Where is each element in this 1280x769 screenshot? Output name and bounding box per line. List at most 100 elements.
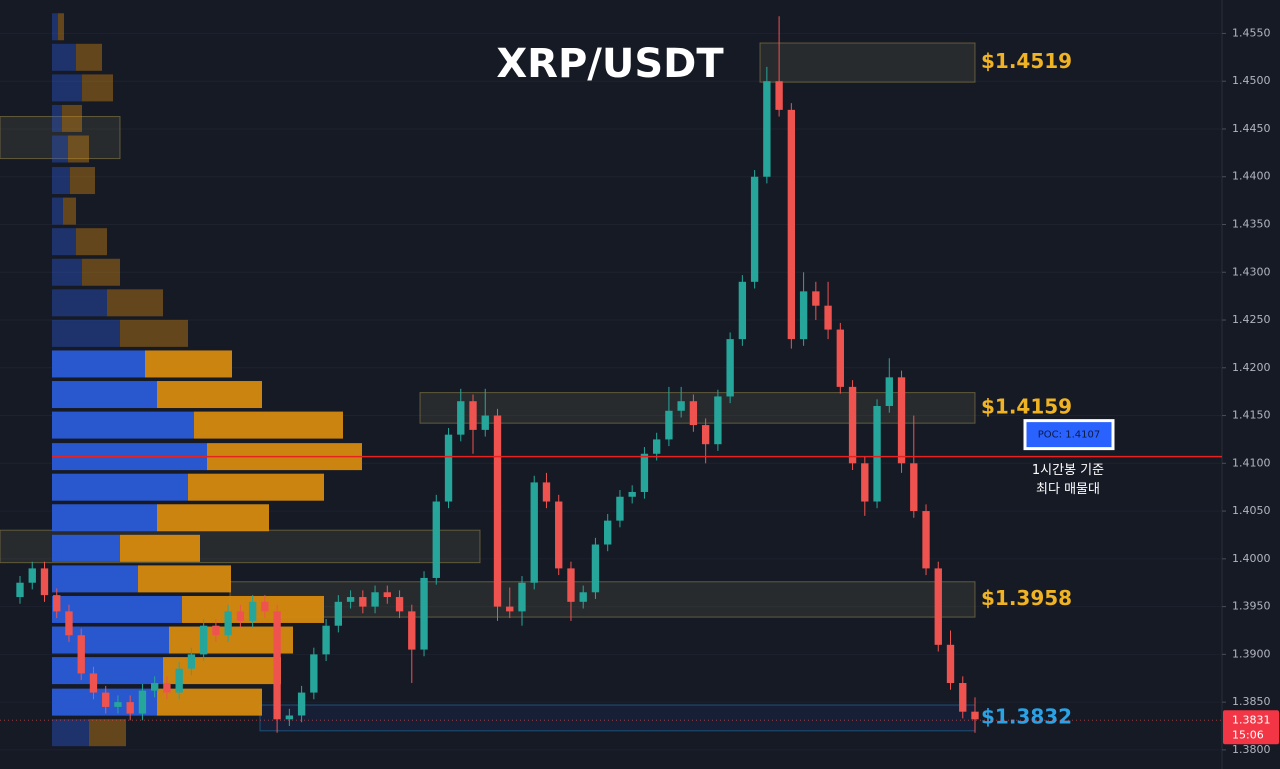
candle-body [383,592,391,598]
profile-bar [62,104,82,132]
candle-body [652,439,661,454]
candle-body [640,453,649,492]
candle-body [714,396,722,445]
candle-body [897,377,906,464]
candle-body [689,401,698,426]
poc-note: 1시간봉 기준 [1032,463,1104,478]
zone-label: $1.4159 [981,394,1072,418]
profile-bar [52,319,120,347]
profile-bar [82,74,113,102]
candle-body [738,281,747,340]
candle-body [346,597,355,602]
candle-body [16,582,24,598]
candle-body [542,482,551,502]
candle-body [224,611,232,636]
candle-body [408,611,416,650]
candle-body [812,291,820,306]
profile-bar [68,135,89,163]
candle-body [77,635,85,674]
profile-bar [52,504,157,532]
candle-body [726,339,734,397]
candle-body [946,644,955,684]
profile-bar [52,595,182,623]
candle-body [310,654,318,693]
candle-body [334,601,343,626]
price-zone [759,42,976,83]
candle-body [885,377,893,406]
profile-bar [82,258,120,286]
profile-bar [52,13,58,41]
candle-body [579,592,587,602]
candle-body [457,401,465,435]
profile-bar [188,473,324,501]
candle-body [151,683,159,691]
profile-bar [52,74,82,102]
candle-body [469,401,477,430]
y-tick-label: 1.4500 [1232,74,1271,87]
price-zone [419,392,976,424]
profile-bar [52,43,76,71]
profile-bar [52,657,163,685]
profile-bar [194,411,343,439]
profile-bar [157,688,262,716]
candle-body [444,434,453,502]
candle-body [102,692,110,707]
candle-body [187,654,196,669]
profile-bar [52,167,70,195]
candle-body [799,291,808,340]
profile-bar [58,13,64,41]
profile-bar [52,411,194,439]
candle-body [604,520,612,545]
y-tick-label: 1.3850 [1232,695,1271,708]
profile-bar [52,473,188,501]
candle-body [506,606,514,612]
candle-body [493,415,502,607]
profile-bar [52,197,63,225]
candle-body [114,702,122,707]
profile-bar [138,565,231,593]
countdown-label: 15:06 [1232,728,1264,741]
y-tick-label: 1.3900 [1232,647,1271,660]
candle-body [677,401,685,411]
poc-label: POC: 1.4107 [1038,430,1100,441]
profile-bar [52,565,138,593]
candle-body [555,501,563,569]
candle-body [628,491,636,497]
candle-body [934,568,942,645]
candle-body [836,329,844,387]
candle-body [567,568,575,602]
candle-body [297,692,306,716]
candle-body [199,625,208,655]
candle-body [873,405,881,502]
candle-body [28,568,36,583]
last-price-label: 1.3831 [1232,713,1271,726]
profile-bar [52,350,145,378]
candle-body [665,410,673,440]
candle-body [910,463,918,512]
candle-body [65,611,73,636]
profile-bar [52,104,62,132]
candle-body [40,568,49,596]
y-tick-label: 1.3950 [1232,600,1271,613]
candle-body [273,611,281,720]
candle-body [395,597,404,612]
candle-body [481,415,489,430]
profile-bar [52,228,76,256]
candle-body [701,425,710,445]
candle-body [420,577,428,650]
profile-bar [89,719,126,747]
profile-bar [52,135,68,163]
poc-note: 최다 매물대 [1036,482,1100,497]
candle-body [126,702,134,714]
profile-bar [70,167,95,195]
y-tick-label: 1.4550 [1232,26,1271,39]
candle-body [236,611,245,621]
zone-label: $1.3958 [981,586,1072,610]
candle-body [248,601,257,621]
poc-box [1023,419,1115,451]
candle-body [971,711,979,720]
profile-bar [52,258,82,286]
y-tick-label: 1.4150 [1232,409,1271,422]
candle-body [371,592,379,607]
